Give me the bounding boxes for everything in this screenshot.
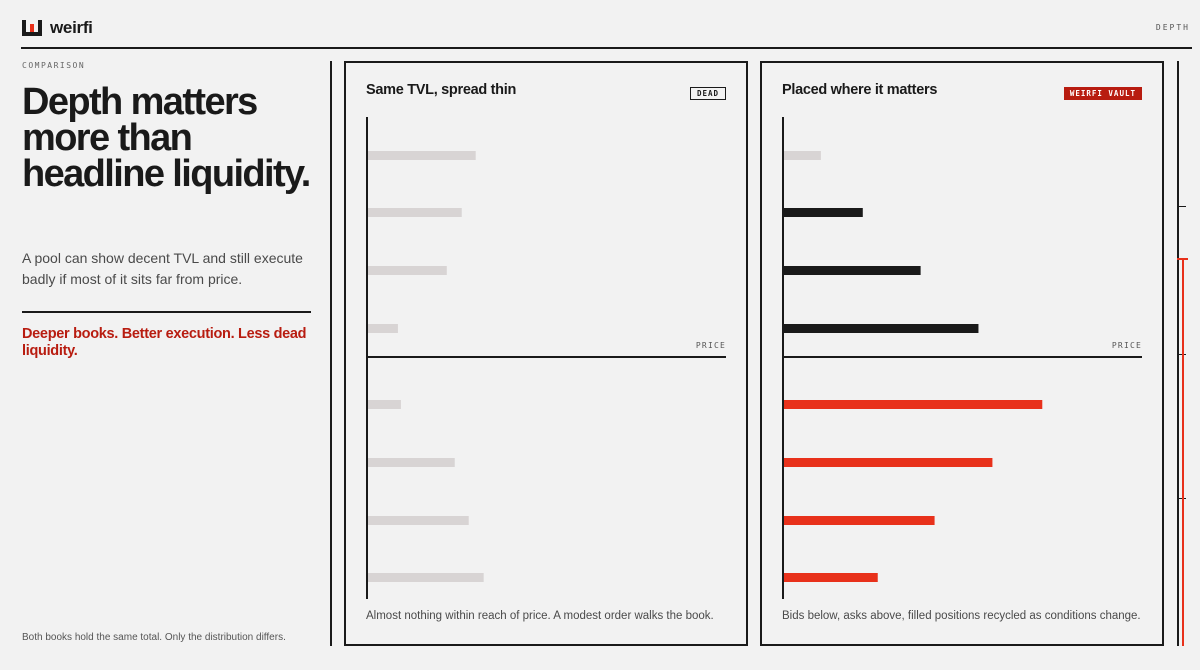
ask-bar-2 (368, 208, 462, 217)
ask-bar-2 (784, 208, 863, 217)
page-headline: Depth matters more than headline liquidi… (22, 81, 311, 195)
nav-depth-link[interactable]: DEPTH (1155, 23, 1190, 32)
panel-title: Placed where it matters (782, 82, 938, 98)
price-label: PRICE (1112, 341, 1142, 350)
ask-bar-4 (784, 324, 979, 333)
bid-bar-2 (368, 458, 455, 467)
footnote: Both books hold the same total. Only the… (22, 632, 286, 643)
depth-chart: PRICE (782, 117, 1142, 599)
panel-caption: Bids below, asks above, filled positions… (782, 610, 1141, 622)
column-divider (330, 61, 332, 646)
intro-tagline: Deeper books. Better execution. Less dea… (22, 326, 307, 359)
panel-caption: Almost nothing within reach of price. A … (366, 610, 714, 622)
ask-bar-1 (368, 151, 476, 160)
next-panel-tick (1179, 206, 1186, 207)
panel-spread-thin: Same TVL, spread thin DEAD PRICE Almost … (344, 61, 748, 646)
ask-bar-3 (784, 266, 921, 275)
next-panel-red-bar (1182, 258, 1184, 646)
brand-name: weirfi (50, 18, 93, 37)
section-eyebrow: COMPARISON (22, 61, 86, 70)
bid-bar-4 (784, 573, 878, 582)
price-label: PRICE (696, 341, 726, 350)
panel-title: Same TVL, spread thin (366, 82, 517, 98)
bid-bar-2 (784, 458, 993, 467)
intro-rule (22, 311, 311, 313)
weirfi-vault-badge: WEIRFI VAULT (1063, 87, 1142, 100)
brand-logo[interactable]: weirfi (22, 18, 93, 38)
ask-bar-4 (368, 324, 398, 333)
bid-bar-1 (368, 400, 401, 409)
next-panel-red-tick (1177, 258, 1188, 260)
panel-weirfi-vault: Placed where it matters WEIRFI VAULT PRI… (760, 61, 1164, 646)
bid-bar-3 (784, 516, 935, 525)
bid-bar-1 (784, 400, 1043, 409)
ask-bar-3 (368, 266, 447, 275)
bid-bar-4 (368, 573, 484, 582)
ask-bar-1 (784, 151, 821, 160)
header-rule (21, 47, 1192, 49)
next-panel-edge (1177, 61, 1179, 646)
intro-lede: A pool can show decent TVL and still exe… (22, 250, 303, 287)
dead-badge: DEAD (689, 87, 726, 100)
depth-chart: PRICE (366, 117, 726, 599)
weirfi-logo-icon (22, 20, 42, 36)
bid-bar-3 (368, 516, 469, 525)
